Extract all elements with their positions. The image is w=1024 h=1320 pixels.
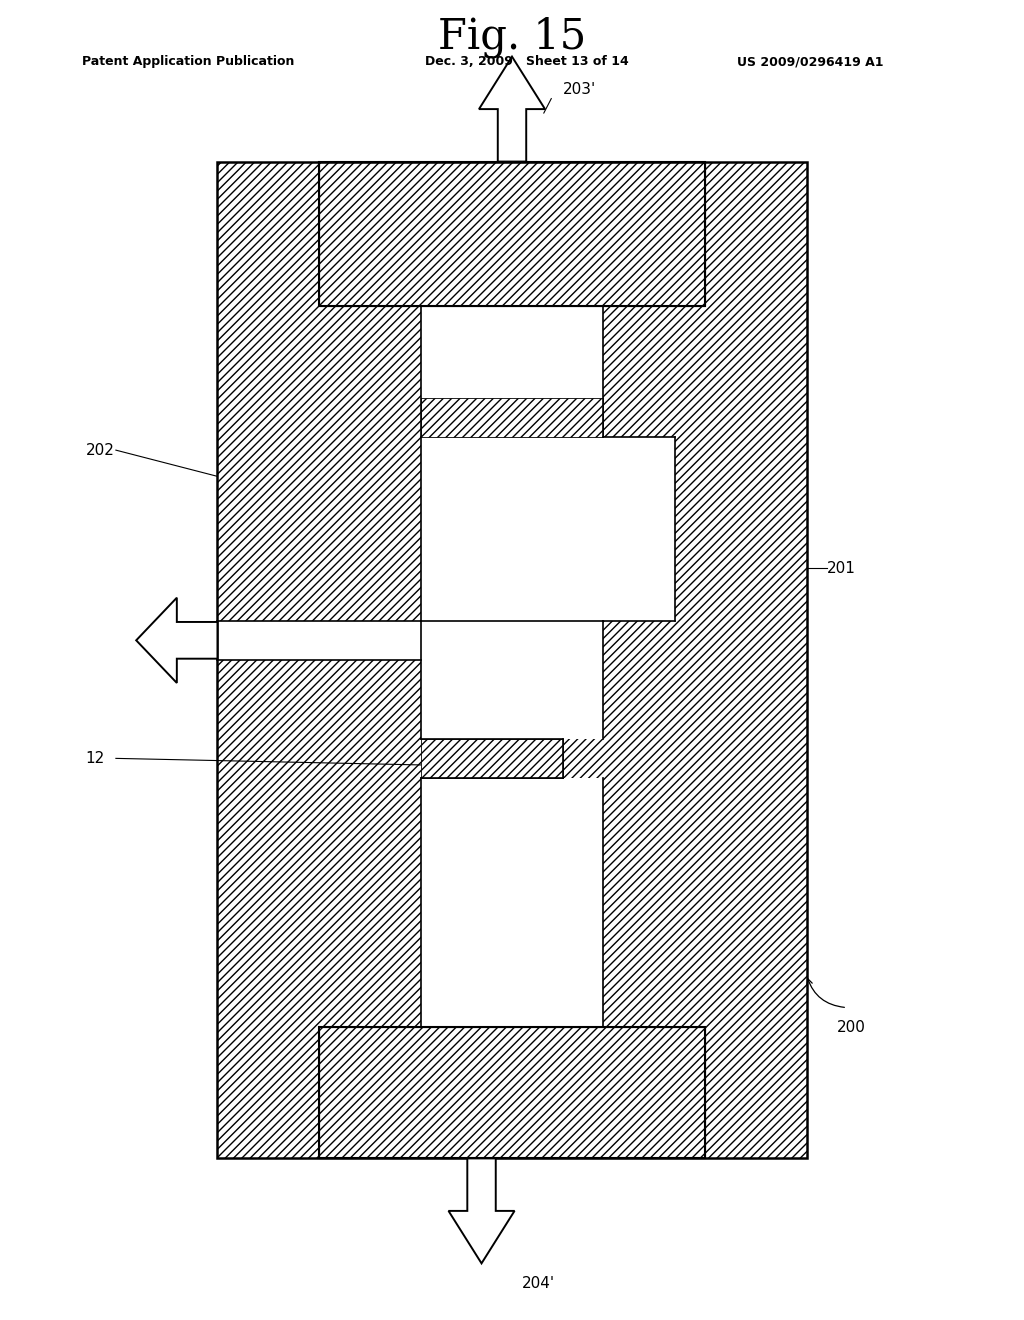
Polygon shape bbox=[421, 620, 603, 739]
Polygon shape bbox=[421, 437, 675, 620]
Polygon shape bbox=[217, 161, 807, 1159]
Text: Dec. 3, 2009   Sheet 13 of 14: Dec. 3, 2009 Sheet 13 of 14 bbox=[425, 55, 629, 69]
Text: 202: 202 bbox=[85, 442, 115, 458]
Text: US 2009/0296419 A1: US 2009/0296419 A1 bbox=[737, 55, 884, 69]
Polygon shape bbox=[421, 777, 603, 1027]
Polygon shape bbox=[136, 598, 217, 682]
Polygon shape bbox=[319, 1027, 705, 1159]
Polygon shape bbox=[421, 397, 603, 437]
Polygon shape bbox=[217, 620, 421, 660]
Polygon shape bbox=[319, 161, 705, 306]
Polygon shape bbox=[421, 306, 603, 437]
Text: Patent Application Publication: Patent Application Publication bbox=[82, 55, 294, 69]
Polygon shape bbox=[449, 1159, 514, 1263]
Text: 201: 201 bbox=[826, 561, 856, 576]
Polygon shape bbox=[479, 57, 545, 161]
Text: 12: 12 bbox=[85, 751, 104, 766]
Text: 200: 200 bbox=[837, 1020, 866, 1035]
Text: 203': 203' bbox=[563, 82, 596, 96]
Polygon shape bbox=[421, 739, 563, 777]
Text: Fig. 15: Fig. 15 bbox=[438, 16, 586, 58]
Text: 204': 204' bbox=[522, 1275, 555, 1291]
